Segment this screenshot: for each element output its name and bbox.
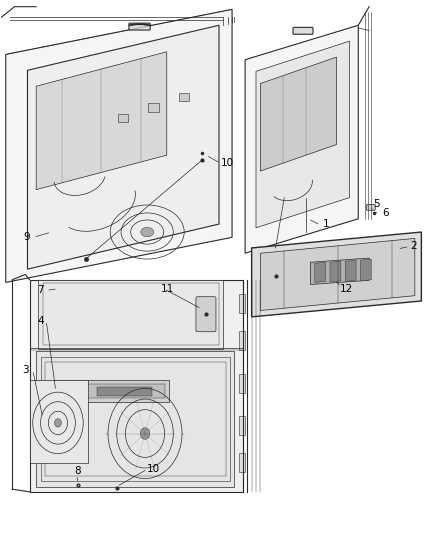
Polygon shape bbox=[58, 384, 165, 398]
Polygon shape bbox=[345, 260, 356, 281]
Polygon shape bbox=[245, 25, 358, 253]
Text: 2: 2 bbox=[411, 241, 417, 252]
Text: 6: 6 bbox=[382, 208, 389, 218]
Text: 1: 1 bbox=[322, 219, 329, 229]
Polygon shape bbox=[36, 351, 234, 487]
FancyBboxPatch shape bbox=[293, 27, 313, 34]
Text: 5: 5 bbox=[373, 199, 380, 209]
Text: 12: 12 bbox=[339, 284, 353, 294]
Bar bbox=[179, 93, 189, 101]
Polygon shape bbox=[36, 52, 167, 190]
Polygon shape bbox=[256, 41, 350, 228]
Polygon shape bbox=[36, 384, 49, 395]
Polygon shape bbox=[330, 261, 341, 282]
Text: 11: 11 bbox=[161, 284, 174, 294]
Ellipse shape bbox=[140, 427, 150, 439]
Polygon shape bbox=[28, 25, 219, 269]
FancyBboxPatch shape bbox=[196, 297, 216, 332]
Text: 10: 10 bbox=[221, 158, 234, 168]
Bar bbox=[118, 114, 128, 122]
Polygon shape bbox=[252, 232, 421, 317]
Text: 10: 10 bbox=[147, 464, 160, 474]
Polygon shape bbox=[39, 280, 223, 349]
Text: 4: 4 bbox=[37, 316, 44, 326]
Ellipse shape bbox=[141, 227, 154, 237]
FancyBboxPatch shape bbox=[129, 23, 150, 30]
Polygon shape bbox=[311, 258, 369, 285]
Polygon shape bbox=[97, 387, 152, 397]
Bar bbox=[239, 331, 245, 350]
Polygon shape bbox=[53, 381, 169, 402]
Polygon shape bbox=[30, 381, 88, 463]
Text: 8: 8 bbox=[74, 466, 81, 475]
Polygon shape bbox=[6, 10, 232, 282]
Bar bbox=[239, 453, 245, 472]
Bar bbox=[148, 103, 159, 112]
Polygon shape bbox=[360, 259, 371, 281]
Text: 7: 7 bbox=[37, 285, 44, 295]
Text: 3: 3 bbox=[22, 365, 28, 375]
Polygon shape bbox=[30, 280, 243, 492]
Polygon shape bbox=[260, 238, 415, 311]
Bar bbox=[239, 416, 245, 435]
Text: 9: 9 bbox=[23, 232, 30, 243]
Polygon shape bbox=[315, 262, 325, 282]
Polygon shape bbox=[260, 57, 336, 171]
FancyBboxPatch shape bbox=[367, 205, 375, 211]
Bar bbox=[239, 294, 245, 313]
Bar bbox=[239, 374, 245, 393]
Ellipse shape bbox=[54, 419, 61, 427]
